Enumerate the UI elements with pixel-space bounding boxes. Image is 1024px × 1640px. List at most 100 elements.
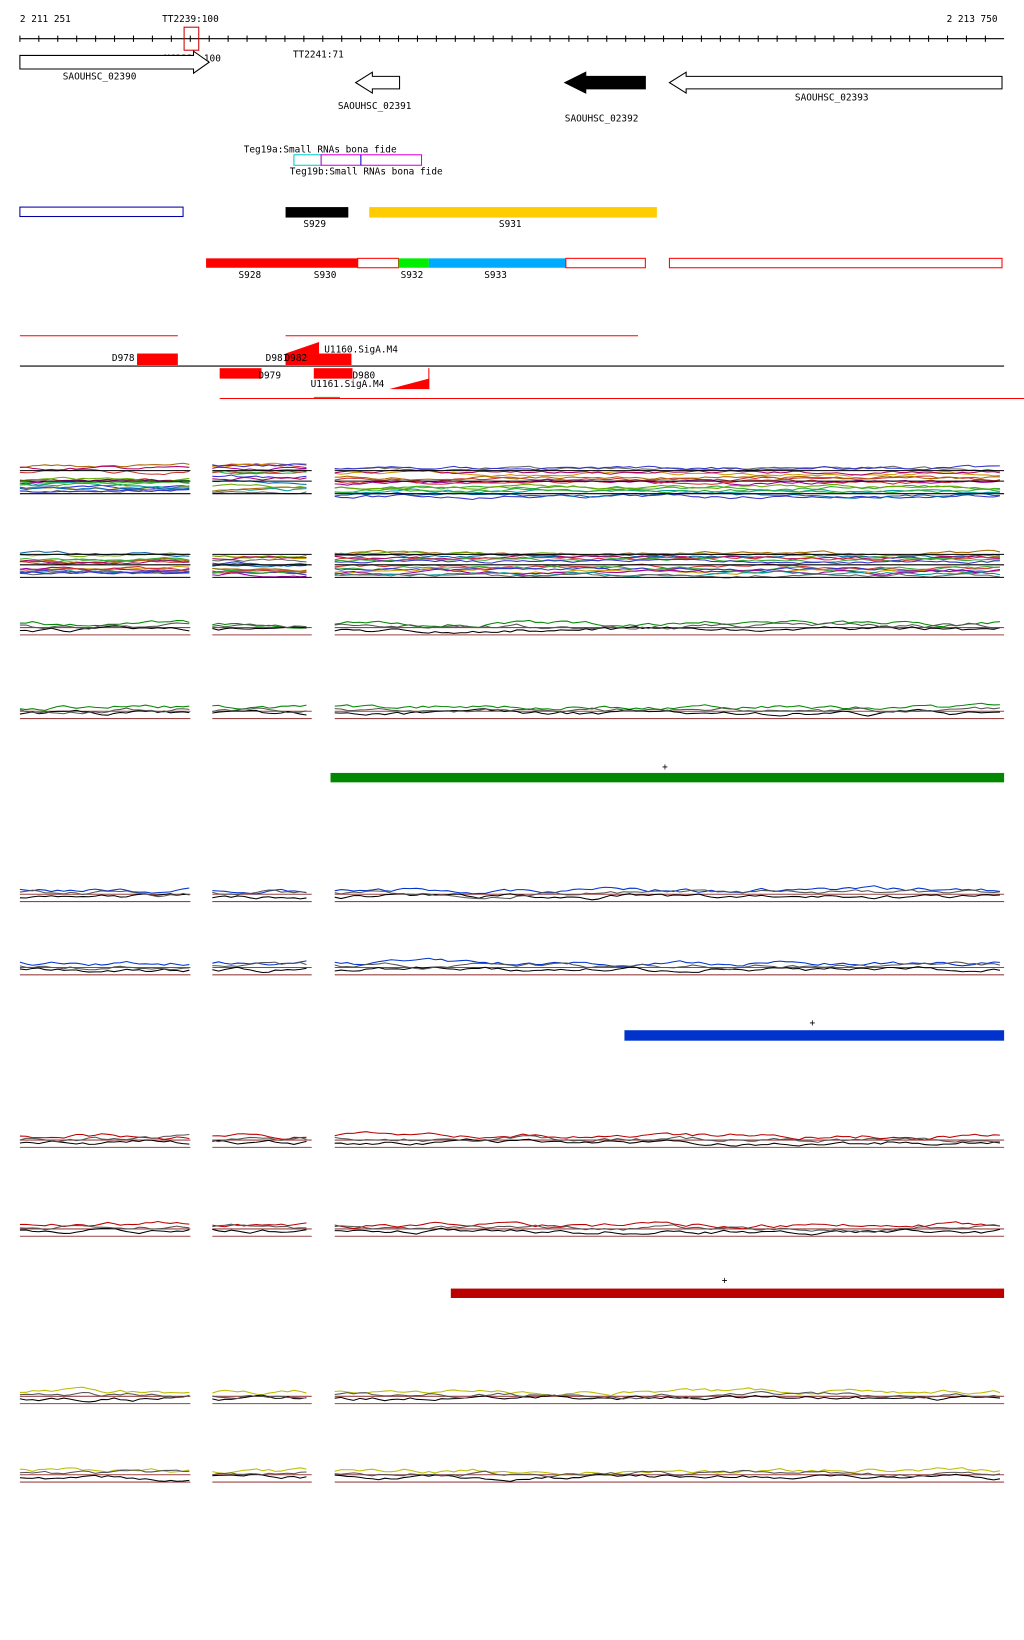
trace: [334, 478, 1000, 485]
trace: [334, 1394, 1000, 1402]
trace: [212, 966, 307, 974]
trace: [19, 1220, 190, 1228]
trace: [212, 623, 307, 629]
trace: [334, 702, 1000, 711]
promoter: [285, 353, 352, 366]
trace: [334, 554, 1000, 561]
gene-label: SAOUHSC_02390: [63, 71, 137, 82]
segment-label: S928: [238, 270, 261, 281]
trace: [334, 550, 1000, 558]
trace: [334, 1138, 1000, 1147]
ruler-end: 2 213 750: [947, 14, 998, 25]
trace: [19, 559, 190, 566]
trace: [212, 889, 307, 896]
trace: [334, 483, 1000, 491]
trace: [334, 706, 1000, 714]
trace: [212, 895, 307, 900]
trace: [19, 965, 190, 971]
trace: [212, 1389, 307, 1396]
trace: [334, 464, 1000, 471]
trace: [212, 570, 307, 574]
trace: [334, 572, 1000, 579]
promoter-label: D979: [258, 371, 281, 382]
trace: [212, 1467, 307, 1474]
trace: [334, 488, 1000, 494]
trace: [212, 476, 307, 481]
segment-label: S933: [484, 270, 507, 281]
trace: [19, 465, 190, 471]
segment: [369, 207, 657, 218]
trace: [19, 893, 190, 899]
trace: [212, 483, 307, 489]
segment-label: S932: [401, 270, 424, 281]
segment: [428, 258, 566, 268]
trace: [212, 622, 307, 629]
trace: [19, 967, 190, 973]
trace: [334, 1224, 1001, 1233]
trace: [19, 889, 190, 898]
gene-label: SAOUHSC_02391: [338, 101, 412, 112]
trace: [19, 704, 190, 711]
promoter: [313, 368, 353, 379]
sigma-site: [389, 378, 429, 390]
condition-bar: [450, 1288, 1005, 1298]
trace: [212, 470, 307, 474]
promoter-label: U1160.SigA.M4: [324, 344, 398, 355]
segment-box: [19, 206, 184, 218]
trace: [334, 558, 1000, 565]
trace: [212, 961, 307, 968]
segment: [398, 258, 429, 268]
trace: [334, 622, 1000, 630]
trace: [334, 885, 1000, 895]
trace: [334, 487, 1000, 494]
trace: [19, 887, 190, 894]
trace: [19, 566, 190, 571]
trace: [334, 469, 1001, 476]
promoter-label: U1161.SigA.M4: [311, 379, 385, 390]
trace: [19, 1392, 190, 1398]
trace: [212, 466, 307, 471]
strand-mark: +: [722, 1275, 728, 1286]
trace: [19, 707, 190, 715]
trace: [19, 481, 190, 487]
trace: [19, 1133, 190, 1143]
trace: [212, 556, 307, 561]
segment-label: S929: [303, 219, 326, 230]
terminator-label: TT2241:71: [293, 50, 344, 61]
trace: [212, 570, 307, 574]
trace: [334, 1390, 1001, 1400]
trace: [212, 707, 307, 714]
trace: [212, 1228, 307, 1234]
trace: [212, 1222, 307, 1228]
trace: [334, 961, 1001, 971]
condition-bar: [330, 772, 1005, 783]
trace: [334, 570, 1001, 578]
trace: [334, 1227, 1001, 1236]
trace: [212, 554, 307, 559]
trace: [212, 888, 307, 895]
srna-label: Teg19b:Small RNAs bona fide: [290, 167, 443, 178]
trace: [334, 889, 1000, 900]
trace: [334, 475, 1000, 481]
gene-arrow: [668, 71, 1003, 95]
segment: [565, 257, 646, 269]
trace: [212, 1471, 307, 1476]
trace: [212, 1394, 307, 1400]
trace: [334, 1473, 1001, 1482]
trace: [334, 957, 1000, 968]
trace: [19, 1474, 190, 1482]
trace: [19, 1394, 190, 1403]
gene-label: SAOUHSC_02393: [795, 92, 869, 103]
strand-mark: +: [662, 762, 668, 773]
trace: [19, 1133, 190, 1140]
trace: [334, 1131, 1000, 1141]
trace: [212, 704, 307, 710]
gene-arrow: [563, 71, 646, 94]
segment-label: S930: [314, 270, 337, 281]
trace: [334, 619, 1000, 628]
trace: [19, 1224, 190, 1231]
trace: [334, 966, 1001, 973]
trace: [334, 1387, 1001, 1397]
trace: [334, 708, 1000, 717]
